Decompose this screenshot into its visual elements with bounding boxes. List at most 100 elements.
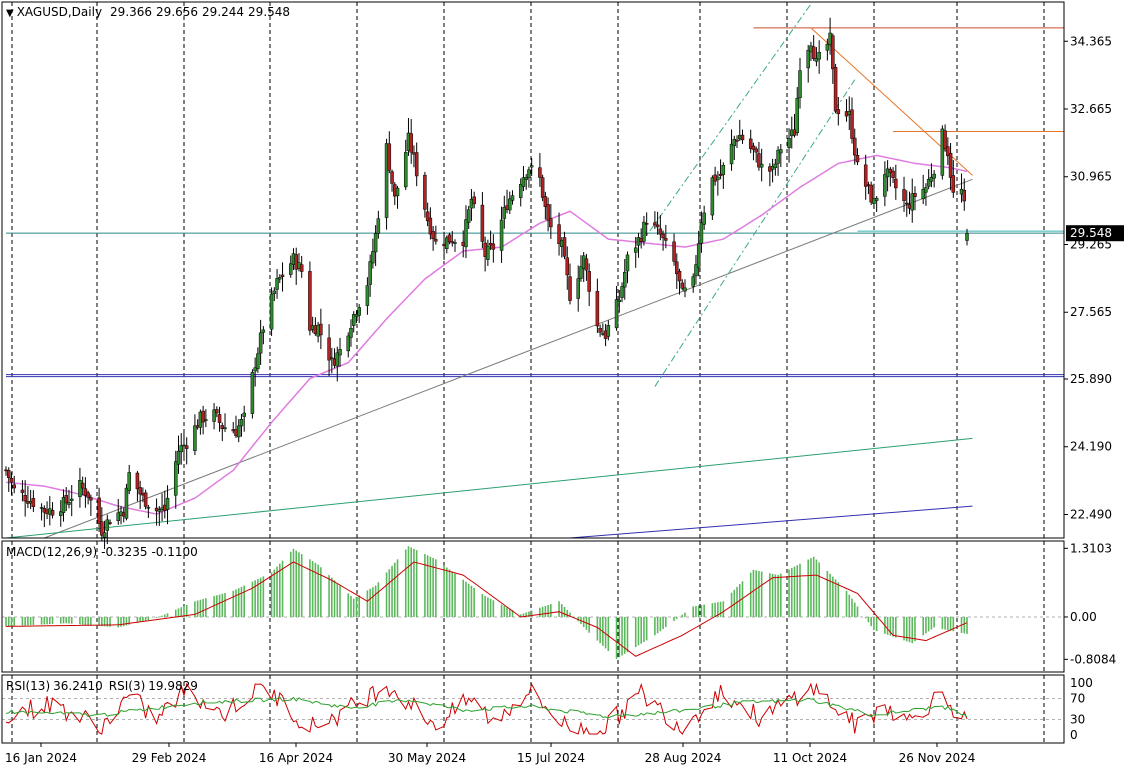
price-axis-label: 32.665 bbox=[1070, 102, 1112, 116]
candle-bull bbox=[814, 58, 819, 62]
candle-bull bbox=[357, 307, 361, 316]
candle-bear bbox=[894, 178, 898, 189]
candle-bear bbox=[740, 134, 745, 141]
candle-bull bbox=[239, 418, 244, 427]
candle-bear bbox=[431, 231, 435, 239]
candle-bear bbox=[414, 152, 419, 177]
time-axis-label: 15 Jul 2024 bbox=[517, 751, 585, 765]
candle-bear bbox=[319, 323, 323, 336]
candle-bear bbox=[831, 35, 835, 70]
candle-bear bbox=[97, 497, 101, 524]
last-price-box bbox=[1066, 225, 1124, 242]
candle-bear bbox=[751, 145, 756, 150]
candle-bull bbox=[499, 219, 504, 251]
candle-bear bbox=[23, 495, 27, 502]
rsi-panel-border bbox=[1, 674, 1065, 744]
candle-bull bbox=[288, 263, 293, 275]
candle-bear bbox=[12, 484, 16, 489]
candle-bear bbox=[184, 445, 189, 449]
candle-bear bbox=[836, 109, 841, 115]
candle-bull bbox=[127, 472, 131, 491]
candle-bull bbox=[932, 173, 936, 179]
candle-bear bbox=[658, 228, 663, 235]
candle-bear bbox=[327, 337, 331, 361]
candle-bear bbox=[913, 193, 917, 197]
candle-bear bbox=[943, 130, 947, 150]
candle-bear bbox=[905, 202, 909, 205]
candle-bear bbox=[543, 196, 548, 207]
macd-main-value: -0.3235 bbox=[101, 545, 148, 559]
rsi3-line bbox=[5, 682, 968, 735]
candle-bull bbox=[699, 222, 704, 244]
candle-bull bbox=[78, 479, 82, 498]
candle-bull bbox=[275, 278, 279, 290]
candle-bull bbox=[102, 532, 107, 538]
candle-bull bbox=[179, 445, 183, 453]
candle-bull bbox=[795, 97, 800, 133]
candle-bear bbox=[450, 241, 455, 244]
candle-bear bbox=[447, 234, 452, 243]
candle-bull bbox=[272, 290, 277, 294]
candle-bull bbox=[365, 285, 370, 306]
candle-bull bbox=[204, 419, 208, 421]
candle-bear bbox=[6, 470, 11, 478]
macd-panel-border bbox=[1, 540, 1065, 673]
candle-bull bbox=[256, 353, 260, 369]
triangle-down-icon[interactable]: ▼ bbox=[6, 8, 14, 19]
candle-bull bbox=[253, 367, 257, 372]
candle-bull bbox=[59, 511, 63, 516]
candle-bull bbox=[617, 299, 622, 303]
candle-bull bbox=[921, 189, 925, 200]
time-axis-label: 11 Oct 2024 bbox=[773, 751, 847, 765]
candle-bull bbox=[338, 349, 342, 356]
time-axis-label: 29 Feb 2024 bbox=[132, 751, 207, 765]
candle-bull bbox=[176, 450, 181, 465]
candle-bull bbox=[261, 329, 266, 333]
rsi-axis-label: 100 bbox=[1070, 676, 1093, 690]
candle-bull bbox=[579, 266, 583, 279]
candle-bull bbox=[924, 187, 928, 193]
candle-bull bbox=[817, 52, 821, 60]
symbol-header: ▼ XAGUSD,Daily 29.366 29.656 29.244 29.548 bbox=[6, 5, 296, 19]
rsi3-label: RSI(3) bbox=[108, 679, 146, 693]
candle-bull bbox=[614, 299, 619, 329]
candle-bull bbox=[157, 509, 162, 512]
symbol-label: XAGUSD,Daily bbox=[16, 5, 103, 19]
candle-bull bbox=[776, 149, 780, 164]
candle-bear bbox=[557, 224, 561, 244]
candle-bear bbox=[546, 204, 550, 221]
candle-bull bbox=[278, 277, 282, 280]
price-axis-label: 27.565 bbox=[1070, 305, 1112, 319]
candle-bear bbox=[294, 254, 298, 270]
candle-bull bbox=[910, 193, 914, 211]
candle-bull bbox=[710, 177, 715, 216]
candle-bull bbox=[606, 325, 611, 337]
candle-bull bbox=[373, 233, 378, 253]
candle-bear bbox=[653, 222, 657, 226]
candle-bear bbox=[850, 109, 854, 139]
candle-bull bbox=[759, 163, 764, 168]
candle-bull bbox=[61, 497, 66, 513]
candle-bull bbox=[258, 332, 263, 354]
candle-bear bbox=[655, 224, 660, 228]
candle-bear bbox=[584, 258, 589, 271]
macd-signal-value: -0.1100 bbox=[151, 545, 198, 559]
candle-bear bbox=[280, 274, 285, 277]
candle-bull bbox=[521, 177, 526, 187]
candle-bear bbox=[948, 152, 953, 178]
price-axis-label: 22.490 bbox=[1070, 507, 1112, 521]
candle-bear bbox=[811, 46, 816, 59]
candle-bull bbox=[371, 251, 375, 264]
rsi13-value: 36.2410 bbox=[53, 679, 103, 693]
candle-bull bbox=[825, 43, 830, 51]
candle-bear bbox=[962, 189, 967, 202]
rsi-axis-label: 0 bbox=[1070, 728, 1078, 742]
candle-bull bbox=[351, 314, 356, 326]
rsi3-value: 19.9829 bbox=[148, 679, 198, 693]
candle-bear bbox=[549, 218, 553, 228]
candle-bear bbox=[387, 143, 392, 171]
rsi13-line bbox=[5, 696, 968, 719]
candle-bull bbox=[67, 501, 71, 505]
